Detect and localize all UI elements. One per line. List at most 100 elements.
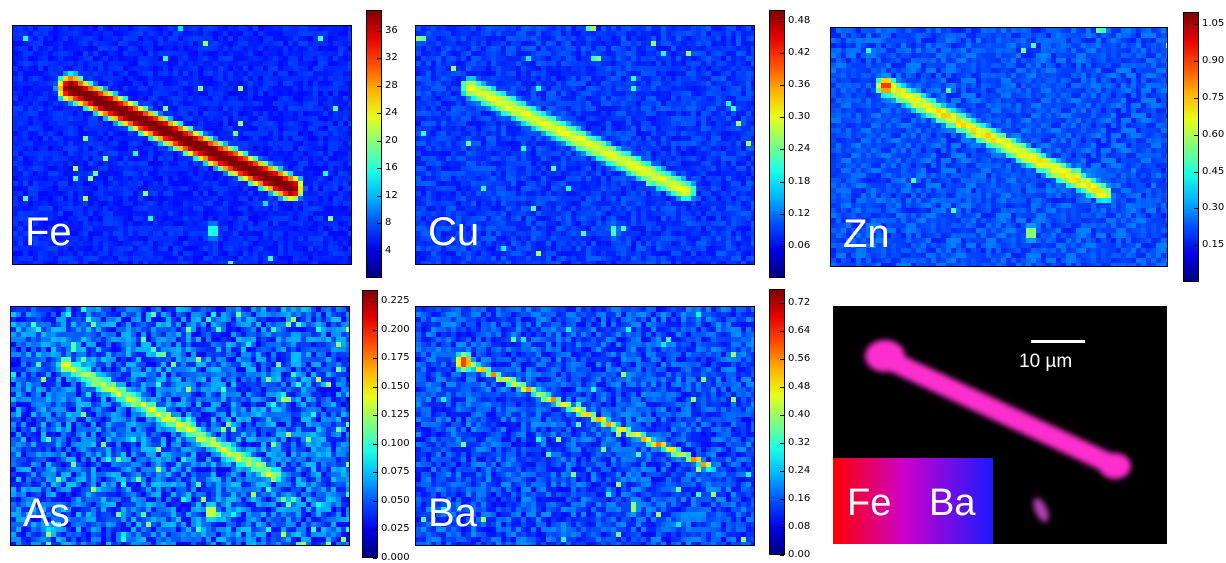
heatmap-cell xyxy=(338,131,343,136)
heatmap-cell xyxy=(288,206,293,211)
heatmap-cell xyxy=(551,81,556,86)
heatmap-cell xyxy=(696,121,701,126)
heatmap-cell xyxy=(293,51,298,56)
heatmap-cell xyxy=(28,176,33,181)
heatmap-cell xyxy=(233,236,238,241)
heatmap-cell xyxy=(68,236,73,241)
heatmap-cell xyxy=(323,86,328,91)
heatmap-cell xyxy=(536,126,541,131)
heatmap-cell xyxy=(611,46,616,51)
heatmap-cell xyxy=(98,186,103,191)
heatmap-cell xyxy=(308,61,313,66)
heatmap-cell xyxy=(278,136,283,141)
heatmap-cell xyxy=(348,121,351,126)
heatmap-cell xyxy=(163,81,168,86)
heatmap-cell xyxy=(143,86,148,91)
heatmap-cell xyxy=(641,116,646,121)
heatmap-cell xyxy=(108,156,113,161)
heatmap-cell xyxy=(43,96,48,101)
heatmap-cell xyxy=(576,91,581,96)
heatmap-cell xyxy=(416,141,421,146)
heatmap-cell xyxy=(118,176,123,181)
heatmap-cell xyxy=(113,186,118,191)
heatmap-cell xyxy=(273,76,278,81)
heatmap-cell xyxy=(288,156,293,161)
heatmap-cell xyxy=(571,101,576,106)
heatmap-cell xyxy=(228,116,233,121)
heatmap-cell xyxy=(343,91,348,96)
heatmap-cell xyxy=(23,96,28,101)
heatmap-cell xyxy=(616,76,621,81)
heatmap-cell xyxy=(198,176,203,181)
heatmap-cell xyxy=(178,81,183,86)
heatmap-cell xyxy=(248,111,253,116)
heatmap-cell xyxy=(621,61,626,66)
heatmap-cell xyxy=(283,146,288,151)
heatmap-cell xyxy=(621,86,626,91)
heatmap-cell xyxy=(511,116,516,121)
heatmap-cell xyxy=(436,51,441,56)
heatmap-cell xyxy=(566,66,571,71)
heatmap-cell xyxy=(43,76,48,81)
heatmap-cell xyxy=(283,106,288,111)
heatmap-cell xyxy=(118,241,123,246)
heatmap-cell xyxy=(426,96,431,101)
heatmap-cell xyxy=(343,116,348,121)
heatmap-cell xyxy=(33,61,38,66)
heatmap-cell xyxy=(303,186,308,191)
heatmap-cell xyxy=(133,186,138,191)
heatmap-cell xyxy=(203,176,208,181)
heatmap-cell xyxy=(178,106,183,111)
heatmap-cell xyxy=(238,261,243,264)
heatmap-cell xyxy=(288,226,293,231)
heatmap-cell xyxy=(138,231,143,236)
heatmap-cell xyxy=(153,116,158,121)
heatmap-cell xyxy=(731,71,736,76)
heatmap-cell xyxy=(233,261,238,264)
heatmap-cell xyxy=(78,111,83,116)
heatmap-cell xyxy=(23,31,28,36)
heatmap-cell xyxy=(646,106,651,111)
heatmap-cell xyxy=(421,116,426,121)
heatmap-cell xyxy=(436,46,441,51)
heatmap-cell xyxy=(213,151,218,156)
heatmap-cell xyxy=(288,221,293,226)
heatmap-cell xyxy=(571,76,576,81)
heatmap-cell xyxy=(53,161,58,166)
heatmap-cell xyxy=(78,91,83,96)
heatmap-cell xyxy=(716,126,721,131)
heatmap-cell xyxy=(48,66,53,71)
heatmap-cell xyxy=(278,61,283,66)
heatmap-cell xyxy=(118,131,123,136)
heatmap-cell xyxy=(551,146,556,151)
heatmap-cell xyxy=(318,121,323,126)
heatmap-cell xyxy=(333,131,338,136)
heatmap-cell xyxy=(333,86,338,91)
heatmap-cell xyxy=(218,156,223,161)
heatmap-cell xyxy=(93,171,98,176)
heatmap-cell xyxy=(203,56,208,61)
heatmap-cell xyxy=(273,131,278,136)
heatmap-cell xyxy=(103,81,108,86)
heatmap-cell xyxy=(198,206,203,211)
heatmap-cell xyxy=(163,31,168,36)
heatmap-cell xyxy=(571,46,576,51)
heatmap-cell xyxy=(133,196,138,201)
heatmap-cell xyxy=(298,221,303,226)
heatmap-cell xyxy=(716,56,721,61)
heatmap-cell xyxy=(288,236,293,241)
heatmap-cell xyxy=(721,106,726,111)
heatmap-cell xyxy=(148,36,153,41)
heatmap-cell xyxy=(158,186,163,191)
heatmap-cell xyxy=(38,121,43,126)
heatmap-cell xyxy=(48,26,53,31)
heatmap-cell xyxy=(318,216,323,221)
heatmap-cell xyxy=(208,71,213,76)
heatmap-cell xyxy=(53,106,58,111)
heatmap-cell xyxy=(78,161,83,166)
heatmap-cell xyxy=(511,86,516,91)
heatmap-cell xyxy=(203,126,208,131)
heatmap-cell xyxy=(73,181,78,186)
heatmap-cell xyxy=(711,136,716,141)
heatmap-cell xyxy=(466,61,471,66)
